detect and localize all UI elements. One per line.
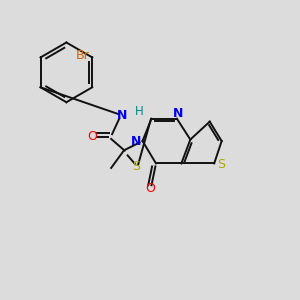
Text: S: S — [133, 160, 141, 173]
Text: O: O — [87, 130, 97, 143]
Text: O: O — [145, 182, 155, 195]
Text: N: N — [131, 134, 141, 148]
Text: Br: Br — [76, 50, 89, 62]
Text: N: N — [172, 107, 183, 120]
Text: N: N — [116, 109, 127, 122]
Text: H: H — [135, 105, 144, 118]
Text: S: S — [217, 158, 225, 171]
